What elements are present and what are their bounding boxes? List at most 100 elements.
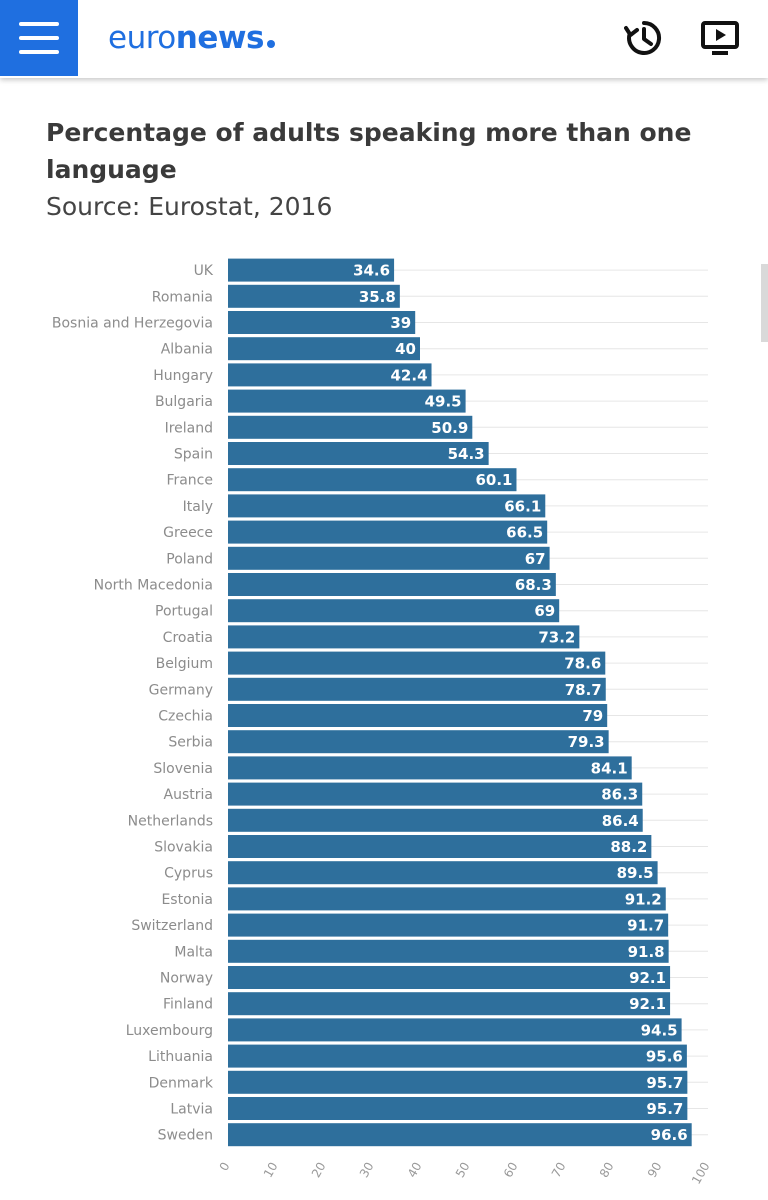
category-label: Romania — [152, 289, 213, 305]
value-label: 73.2 — [538, 628, 575, 646]
bar — [228, 756, 632, 780]
bar — [228, 389, 466, 413]
value-label: 34.6 — [353, 262, 390, 280]
bar — [228, 992, 671, 1016]
bar — [228, 1097, 688, 1120]
category-label: Norway — [160, 971, 213, 987]
bar — [228, 677, 606, 701]
value-label: 67 — [525, 550, 546, 568]
x-tick-label: 0 — [217, 1160, 233, 1174]
category-label: Switzerland — [131, 918, 213, 934]
bar — [228, 887, 666, 911]
bar — [228, 1044, 687, 1068]
value-label: 79.3 — [568, 733, 605, 751]
value-label: 91.2 — [625, 890, 662, 908]
value-label: 94.5 — [641, 1021, 678, 1039]
value-label: 92.1 — [629, 995, 666, 1013]
bar — [228, 913, 669, 937]
bar — [228, 782, 643, 806]
hamburger-menu-button[interactable] — [0, 0, 78, 76]
bar — [228, 704, 608, 727]
scrollbar-thumb[interactable] — [761, 264, 768, 342]
category-label: Germany — [149, 682, 213, 698]
bar-chart: UK 34.6 Romania 35.8 Bosnia and Herzegovia 39… — [52, 258, 713, 1187]
category-label: Malta — [174, 944, 213, 960]
value-label: 92.1 — [629, 969, 666, 987]
category-label: Lithuania — [148, 1049, 213, 1065]
value-label: 39 — [390, 314, 411, 332]
bar — [228, 442, 489, 465]
bar — [228, 284, 400, 308]
category-label: Croatia — [163, 630, 213, 646]
category-label: Sweden — [158, 1128, 213, 1144]
value-label: 42.4 — [391, 366, 428, 384]
bar — [228, 939, 669, 963]
bar — [228, 966, 671, 989]
value-label: 68.3 — [515, 576, 552, 594]
bar — [228, 573, 556, 596]
value-label: 66.5 — [506, 524, 543, 542]
value-label: 91.7 — [627, 917, 664, 935]
category-label: Latvia — [170, 1102, 213, 1118]
tv-play-icon — [701, 21, 739, 55]
live-tv-button[interactable] — [700, 18, 740, 58]
x-tick-label: 20 — [309, 1160, 329, 1180]
euronews-logo[interactable]: euronews — [108, 16, 275, 60]
bar — [228, 258, 395, 282]
x-tick-label: 40 — [405, 1160, 425, 1180]
menu-icon-line — [19, 50, 59, 54]
logo-dot — [266, 40, 275, 48]
category-label: Slovakia — [154, 840, 213, 856]
bar — [228, 520, 548, 544]
category-label: Portugal — [155, 604, 213, 620]
category-label: Ireland — [165, 420, 213, 436]
x-tick-label: 70 — [549, 1160, 569, 1180]
x-tick-label: 60 — [501, 1160, 521, 1180]
bar — [228, 835, 652, 858]
value-label: 95.7 — [646, 1100, 683, 1118]
value-label: 40 — [395, 340, 416, 358]
chart-subtitle: Source: Eurostat, 2016 — [46, 192, 333, 221]
x-tick-label: 30 — [357, 1160, 377, 1180]
category-label: Bosnia and Herzegovia — [52, 316, 213, 332]
category-label: Albania — [161, 342, 213, 358]
bar — [228, 494, 546, 518]
value-label: 78.7 — [565, 681, 602, 699]
bar — [228, 311, 416, 334]
category-label: Hungary — [153, 368, 213, 384]
category-label: Finland — [163, 997, 213, 1013]
bar — [228, 337, 420, 361]
category-label: North Macedonia — [94, 578, 213, 594]
value-label: 78.6 — [564, 655, 601, 673]
bar — [228, 1018, 682, 1042]
clock-history-icon — [624, 20, 661, 55]
bar — [228, 730, 609, 754]
value-label: 35.8 — [359, 288, 396, 306]
top-navigation-bar: euronews — [0, 0, 768, 78]
menu-icon-line — [19, 22, 59, 26]
category-label: Spain — [174, 447, 213, 463]
bar — [228, 468, 517, 492]
category-label: Czechia — [158, 709, 213, 725]
x-tick-label: 80 — [597, 1160, 617, 1180]
menu-icon-line — [19, 36, 59, 40]
category-label: Italy — [183, 499, 213, 515]
x-tick-label: 50 — [453, 1160, 473, 1180]
bar — [228, 363, 432, 387]
value-label: 96.6 — [651, 1126, 688, 1144]
category-label: Greece — [163, 525, 213, 541]
category-label: Cyprus — [164, 866, 213, 882]
value-label: 95.6 — [646, 1048, 683, 1066]
bar — [228, 861, 658, 885]
recent-history-button[interactable] — [624, 18, 664, 58]
value-label: 89.5 — [617, 864, 654, 882]
value-label: 84.1 — [591, 759, 628, 777]
bar — [228, 1070, 688, 1094]
x-tick-label: 90 — [645, 1160, 665, 1180]
bar — [228, 651, 606, 675]
x-tick-label: 100 — [689, 1160, 713, 1187]
value-label: 54.3 — [448, 445, 485, 463]
category-label: Serbia — [168, 735, 213, 751]
bar — [228, 415, 473, 439]
value-label: 60.1 — [475, 471, 512, 489]
